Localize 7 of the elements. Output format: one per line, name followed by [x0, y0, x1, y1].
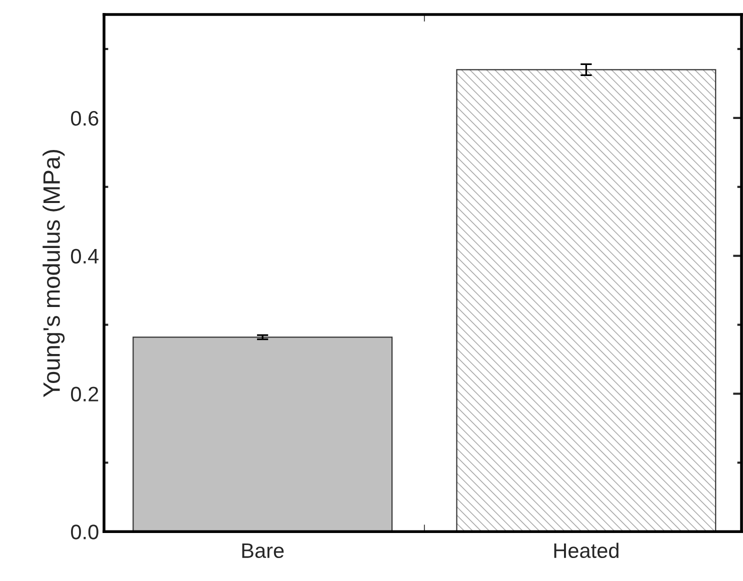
x-tick-label: Bare: [242, 543, 284, 558]
y-tick-label: 0.0: [71, 524, 98, 540]
x-tick-label: Heated: [554, 542, 618, 558]
y-axis-title: Young's modulus (MPa): [42, 150, 65, 398]
y-tick-label: 0.4: [71, 248, 99, 264]
y-tick-label: 0.6: [71, 110, 98, 126]
y-tick-label: 0.2: [71, 386, 98, 402]
